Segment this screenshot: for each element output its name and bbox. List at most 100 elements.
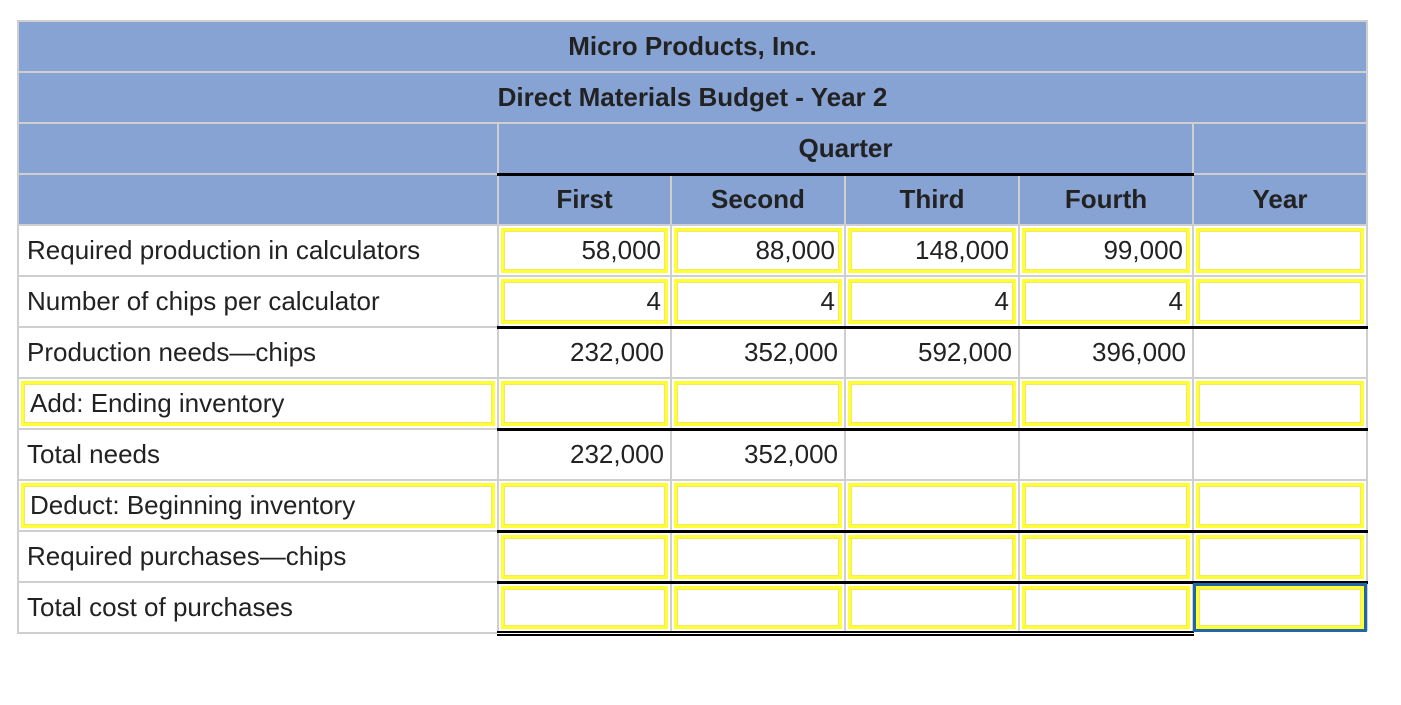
header-blank-label — [17, 173, 499, 226]
row-ending-inventory: Add: Ending inventory — [17, 377, 1368, 430]
input-field[interactable]: 4 — [1022, 279, 1190, 324]
input-field[interactable] — [1193, 582, 1367, 632]
input-cell-third[interactable] — [844, 580, 1020, 636]
input-cell-second[interactable]: 4 — [670, 275, 846, 328]
input-cell-second[interactable] — [670, 580, 846, 636]
input-field[interactable] — [501, 534, 668, 579]
input-cell-first[interactable]: 4 — [497, 275, 672, 328]
input-field[interactable] — [1022, 534, 1190, 579]
header-blank-year — [1192, 122, 1368, 175]
value-fourth: 396,000 — [1018, 325, 1194, 379]
input-cell-fourth[interactable] — [1018, 580, 1194, 636]
input-cell-third[interactable]: 148,000 — [844, 224, 1020, 277]
header-blank — [17, 122, 499, 175]
row-label: Total cost of purchases — [17, 581, 499, 634]
value-second: 352,000 — [670, 325, 846, 379]
label-input-field[interactable]: Deduct: Beginning inventory — [21, 483, 495, 528]
input-field[interactable] — [1022, 585, 1190, 629]
input-field[interactable] — [674, 381, 842, 426]
input-field[interactable] — [1022, 483, 1190, 528]
col-header-second: Second — [670, 173, 846, 226]
input-cell-fourth[interactable]: 4 — [1018, 275, 1194, 328]
input-field[interactable] — [674, 483, 842, 528]
input-field[interactable] — [848, 483, 1016, 528]
input-cell-year[interactable] — [1192, 275, 1368, 328]
input-field[interactable] — [1196, 534, 1364, 579]
input-field[interactable]: 4 — [848, 279, 1016, 324]
input-field[interactable]: 58,000 — [501, 228, 668, 273]
col-header-year: Year — [1192, 173, 1368, 226]
row-production-needs: Production needs—chips 232,000 352,000 5… — [17, 325, 1368, 379]
input-field[interactable] — [501, 483, 668, 528]
value-second: 352,000 — [670, 427, 846, 481]
input-cell-first[interactable] — [497, 479, 672, 532]
input-cell-first[interactable] — [497, 377, 672, 430]
col-header-third: Third — [844, 173, 1020, 226]
row-label: Total needs — [17, 428, 499, 481]
quarter-label: Quarter — [497, 122, 1194, 176]
input-cell-third[interactable] — [844, 529, 1020, 583]
label-input-field[interactable]: Add: Ending inventory — [21, 381, 495, 426]
header-quarter-row: Quarter — [17, 122, 1368, 176]
company-name: Micro Products, Inc. — [17, 20, 1368, 73]
input-cell-second[interactable] — [670, 529, 846, 583]
value-fourth — [1018, 427, 1194, 481]
row-beginning-inventory: Deduct: Beginning inventory — [17, 479, 1368, 532]
input-cell-second[interactable]: 88,000 — [670, 224, 846, 277]
row-required-production: Required production in calculators 58,00… — [17, 224, 1368, 277]
input-field[interactable] — [674, 585, 842, 629]
input-cell-year-focused[interactable] — [1192, 580, 1368, 636]
input-cell-second[interactable] — [670, 479, 846, 532]
input-cell-fourth[interactable] — [1018, 479, 1194, 532]
input-field[interactable] — [848, 585, 1016, 629]
input-cell-second[interactable] — [670, 377, 846, 430]
value-third: 592,000 — [844, 325, 1020, 379]
input-field[interactable] — [501, 381, 668, 426]
input-field[interactable] — [1196, 228, 1364, 273]
input-cell-third[interactable]: 4 — [844, 275, 1020, 328]
input-cell-year[interactable] — [1192, 529, 1368, 583]
input-field[interactable] — [848, 534, 1016, 579]
row-label: Required purchases—chips — [17, 530, 499, 583]
col-header-fourth: Fourth — [1018, 173, 1194, 226]
row-label: Production needs—chips — [17, 326, 499, 379]
input-cell-first[interactable]: 58,000 — [497, 224, 672, 277]
input-field[interactable] — [1196, 279, 1364, 324]
input-cell-first[interactable] — [497, 529, 672, 583]
value-third — [844, 427, 1020, 481]
row-required-purchases: Required purchases—chips — [17, 529, 1368, 583]
value-year — [1192, 427, 1368, 481]
col-header-first: First — [497, 173, 672, 226]
header-title-row: Direct Materials Budget - Year 2 — [17, 71, 1368, 124]
label-input-cell[interactable]: Deduct: Beginning inventory — [17, 479, 499, 532]
input-field[interactable] — [848, 381, 1016, 426]
input-cell-fourth[interactable] — [1018, 529, 1194, 583]
row-total-needs: Total needs 232,000 352,000 — [17, 427, 1368, 481]
input-field[interactable]: 4 — [674, 279, 842, 324]
value-first: 232,000 — [497, 427, 672, 481]
budget-title: Direct Materials Budget - Year 2 — [17, 71, 1368, 124]
value-year — [1192, 325, 1368, 379]
row-label: Required production in calculators — [17, 224, 499, 277]
input-field[interactable] — [501, 585, 668, 629]
input-cell-third[interactable] — [844, 377, 1020, 430]
value-first: 232,000 — [497, 325, 672, 379]
row-total-cost: Total cost of purchases — [17, 580, 1368, 636]
input-field[interactable] — [1196, 483, 1364, 528]
input-field[interactable]: 4 — [501, 279, 668, 324]
input-field[interactable]: 88,000 — [674, 228, 842, 273]
input-field[interactable] — [1022, 381, 1190, 426]
input-cell-year[interactable] — [1192, 479, 1368, 532]
input-cell-fourth[interactable]: 99,000 — [1018, 224, 1194, 277]
input-field[interactable]: 99,000 — [1022, 228, 1190, 273]
input-field[interactable] — [674, 534, 842, 579]
input-cell-year[interactable] — [1192, 377, 1368, 430]
input-cell-first[interactable] — [497, 580, 672, 636]
input-cell-year[interactable] — [1192, 224, 1368, 277]
input-field[interactable]: 148,000 — [848, 228, 1016, 273]
row-label: Number of chips per calculator — [17, 275, 499, 328]
input-cell-third[interactable] — [844, 479, 1020, 532]
label-input-cell[interactable]: Add: Ending inventory — [17, 377, 499, 430]
input-cell-fourth[interactable] — [1018, 377, 1194, 430]
input-field[interactable] — [1196, 381, 1364, 426]
